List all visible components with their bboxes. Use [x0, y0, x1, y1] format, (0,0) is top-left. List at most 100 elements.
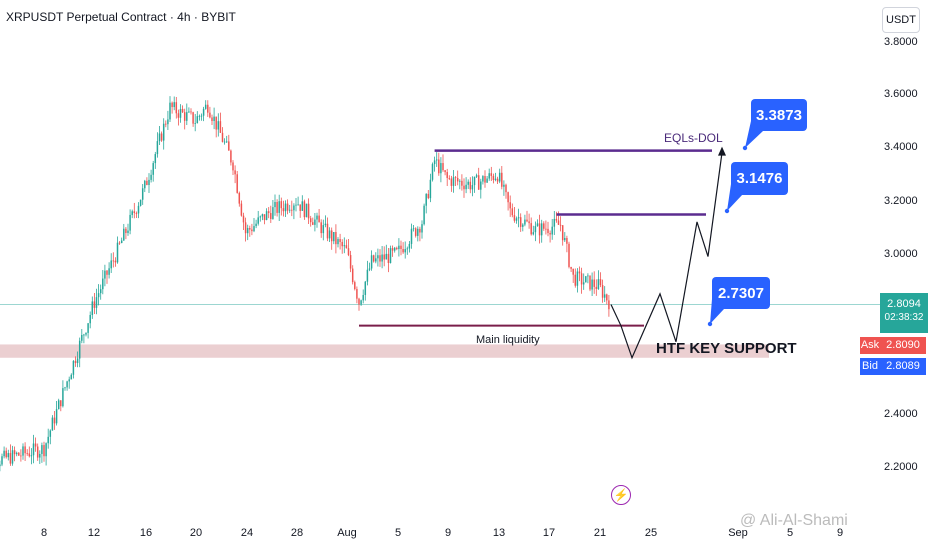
- candle: [536, 219, 539, 227]
- candle: [274, 194, 276, 216]
- candle: [102, 270, 104, 295]
- candle: [30, 448, 33, 465]
- candle: [295, 197, 297, 212]
- author-watermark: @ Ali-Al-Shami: [740, 512, 848, 529]
- candle: [532, 225, 535, 236]
- candle: [83, 333, 85, 344]
- candle: [99, 284, 102, 300]
- candle: [349, 250, 352, 273]
- candle: [553, 210, 556, 235]
- candle: [272, 199, 274, 220]
- candle: [507, 191, 509, 211]
- candle: [467, 179, 469, 189]
- candle: [545, 220, 547, 235]
- candle: [97, 284, 100, 306]
- candle: [72, 360, 75, 379]
- candle: [230, 149, 232, 166]
- candle: [13, 446, 16, 462]
- candle: [387, 247, 390, 273]
- candle: [18, 451, 20, 456]
- candle: [225, 135, 228, 143]
- candle: [11, 445, 14, 466]
- candle: [396, 246, 398, 251]
- candle: [209, 106, 211, 119]
- candle: [188, 107, 190, 113]
- candle: [534, 221, 537, 242]
- currency-button[interactable]: USDT: [882, 7, 920, 33]
- candle: [175, 96, 178, 119]
- target-callout-low: 2.7307: [712, 277, 770, 309]
- candle: [389, 245, 392, 264]
- candle: [20, 449, 22, 462]
- candle: [524, 214, 526, 227]
- candle: [89, 311, 91, 329]
- target-callout-mid: 3.1476: [731, 162, 788, 195]
- candle: [606, 293, 608, 305]
- candle: [167, 110, 169, 130]
- candle: [585, 275, 587, 283]
- candle: [267, 207, 270, 219]
- candle: [34, 437, 37, 452]
- candle: [410, 223, 413, 249]
- ask-row: Ask 2.8090: [860, 337, 926, 354]
- candle: [360, 299, 362, 306]
- candle: [528, 213, 530, 229]
- candle: [265, 208, 268, 221]
- last-price-value: 2.8094: [887, 298, 921, 310]
- candle: [591, 272, 593, 296]
- candle: [255, 219, 257, 229]
- candle: [442, 154, 444, 172]
- candle: [473, 176, 476, 193]
- candle: [538, 214, 541, 244]
- candle: [0, 460, 1, 472]
- candle: [293, 203, 295, 220]
- projection-arrowhead: [718, 146, 726, 156]
- candle: [509, 195, 511, 217]
- candle: [354, 280, 356, 291]
- main-liquidity-label: Main liquidity: [476, 334, 540, 346]
- candle: [305, 203, 308, 218]
- candle: [133, 202, 136, 219]
- candle: [137, 202, 140, 219]
- candle: [257, 210, 259, 226]
- candle: [70, 373, 73, 380]
- candle: [370, 250, 373, 271]
- candle: [152, 160, 154, 182]
- candle: [398, 238, 400, 257]
- candle: [148, 173, 150, 193]
- candle: [465, 177, 467, 194]
- candle: [364, 280, 367, 301]
- time-tick: 9: [836, 527, 844, 539]
- candle: [324, 215, 327, 228]
- candle: [431, 162, 434, 182]
- candle: [200, 113, 203, 121]
- candle: [597, 270, 600, 290]
- candle: [435, 152, 438, 167]
- candle: [312, 217, 314, 226]
- candle: [236, 171, 238, 194]
- candle: [566, 235, 568, 253]
- candle: [104, 264, 106, 287]
- lightning-icon[interactable]: ⚡: [611, 485, 631, 505]
- candle: [383, 246, 385, 267]
- candle: [318, 209, 320, 223]
- candle: [488, 168, 490, 181]
- candle: [530, 217, 532, 236]
- candle: [414, 227, 417, 238]
- candle: [450, 175, 453, 192]
- candle: [322, 219, 325, 241]
- candle: [190, 108, 192, 115]
- callout-anchor-dot: [724, 208, 730, 214]
- candle: [341, 239, 343, 254]
- ask-label: Ask: [860, 337, 880, 354]
- candle: [177, 109, 180, 126]
- candle: [459, 179, 461, 190]
- candle: [110, 253, 112, 273]
- candle: [171, 101, 173, 114]
- candle: [490, 166, 493, 181]
- time-tick: 9: [444, 527, 452, 539]
- candle: [39, 450, 41, 464]
- candle: [337, 237, 339, 248]
- candle: [326, 217, 329, 242]
